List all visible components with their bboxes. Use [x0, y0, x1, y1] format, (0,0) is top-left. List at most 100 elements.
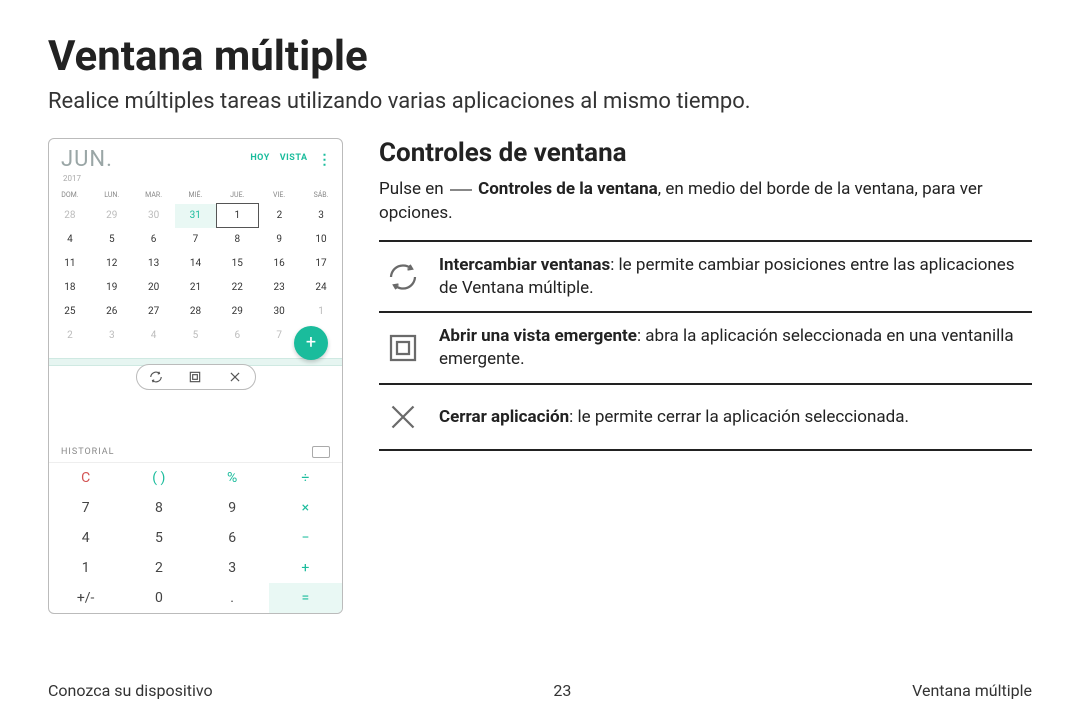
- calendar-cell[interactable]: 1: [300, 300, 342, 324]
- feature-close: Cerrar aplicación: le permite cerrar la …: [379, 385, 1032, 451]
- calendar-month: JUN.: [61, 147, 113, 172]
- calendar-day-header: MIÉ.: [175, 187, 217, 204]
- intro-pre: Pulse en: [379, 179, 448, 199]
- calendar-cell[interactable]: 8: [216, 228, 258, 252]
- feature-rest: : le permite cerrar la aplicación selecc…: [569, 407, 909, 427]
- calc-key[interactable]: 4: [49, 523, 122, 553]
- page-title: Ventana múltiple: [48, 32, 1032, 81]
- calc-key[interactable]: %: [196, 463, 269, 493]
- calc-key[interactable]: C: [49, 463, 122, 493]
- calendar-cell[interactable]: 9: [258, 228, 300, 252]
- calendar-view-link[interactable]: VISTA: [280, 153, 308, 167]
- calendar-cell[interactable]: 2: [258, 204, 300, 228]
- calendar-cell[interactable]: 24: [300, 276, 342, 300]
- calendar-cell[interactable]: 28: [175, 300, 217, 324]
- calendar-day-header: LUN.: [91, 187, 133, 204]
- calendar-cell[interactable]: 17: [300, 252, 342, 276]
- calendar-cell[interactable]: 27: [133, 300, 175, 324]
- calc-key[interactable]: 7: [49, 493, 122, 523]
- calc-key[interactable]: 5: [122, 523, 195, 553]
- calendar-day-header: JUE.: [216, 187, 258, 204]
- popup-icon: [383, 328, 423, 368]
- calendar-cell[interactable]: 12: [91, 252, 133, 276]
- calendar-cell[interactable]: 23: [258, 276, 300, 300]
- calendar-cell[interactable]: 4: [133, 324, 175, 348]
- swap-icon: [383, 257, 423, 297]
- calendar-cell[interactable]: 30: [258, 300, 300, 324]
- calc-key[interactable]: ×: [269, 493, 342, 523]
- calc-key[interactable]: 9: [196, 493, 269, 523]
- dash-icon: [450, 189, 472, 191]
- calendar-toolbar: HOY VISTA ⋮: [250, 153, 332, 167]
- calendar-cell[interactable]: 25: [49, 300, 91, 324]
- calendar-cell[interactable]: 16: [258, 252, 300, 276]
- calendar-cell[interactable]: 4: [49, 228, 91, 252]
- calc-key[interactable]: 6: [196, 523, 269, 553]
- calc-key[interactable]: +: [269, 553, 342, 583]
- calendar-cell[interactable]: 14: [175, 252, 217, 276]
- add-event-button[interactable]: +: [294, 326, 328, 360]
- calc-key[interactable]: 0: [122, 583, 195, 613]
- page-footer: Conozca su dispositivo 23 Ventana múltip…: [48, 681, 1032, 700]
- calendar-cell[interactable]: 21: [175, 276, 217, 300]
- calendar-cell[interactable]: 22: [216, 276, 258, 300]
- intro-bold: Controles de la ventana: [478, 179, 658, 199]
- calendar-cell[interactable]: 26: [91, 300, 133, 324]
- footer-page-number: 23: [553, 681, 571, 700]
- calendar-grid: DOM.LUN.MAR.MIÉ.JUE.VIE.SÁB. 28293031123…: [49, 187, 342, 348]
- calendar-cell[interactable]: 5: [175, 324, 217, 348]
- feature-swap: Intercambiar ventanas: le permite cambia…: [379, 242, 1032, 314]
- calendar-cell[interactable]: 29: [216, 300, 258, 324]
- calendar-cell[interactable]: 6: [216, 324, 258, 348]
- calc-key[interactable]: 2: [122, 553, 195, 583]
- calendar-cell[interactable]: 5: [91, 228, 133, 252]
- calendar-cell[interactable]: 31: [175, 204, 217, 228]
- calendar-cell[interactable]: 18: [49, 276, 91, 300]
- calendar-cell[interactable]: 11: [49, 252, 91, 276]
- calendar-cell[interactable]: 28: [49, 204, 91, 228]
- calendar-cell[interactable]: 29: [91, 204, 133, 228]
- calc-history-label[interactable]: HISTORIAL: [61, 447, 114, 457]
- calculator-keypad: C( )%÷ 789× 456− 123+ +/-0.=: [49, 463, 342, 613]
- backspace-icon[interactable]: [312, 446, 330, 458]
- calendar-cell[interactable]: 13: [133, 252, 175, 276]
- calc-key[interactable]: =: [269, 583, 342, 613]
- calendar-day-header: VIE.: [258, 187, 300, 204]
- calendar-cell[interactable]: 3: [300, 204, 342, 228]
- calendar-cell[interactable]: 20: [133, 276, 175, 300]
- calendar-day-header: DOM.: [49, 187, 91, 204]
- feature-popup: Abrir una vista emergente: abra la aplic…: [379, 313, 1032, 385]
- calendar-cell[interactable]: 19: [91, 276, 133, 300]
- calc-key[interactable]: ÷: [269, 463, 342, 493]
- feature-bold: Cerrar aplicación: [439, 407, 569, 427]
- close-icon[interactable]: [228, 370, 242, 384]
- calendar-cell[interactable]: 15: [216, 252, 258, 276]
- calendar-cell[interactable]: 10: [300, 228, 342, 252]
- window-controls-pill[interactable]: [136, 364, 256, 390]
- calendar-cell[interactable]: 6: [133, 228, 175, 252]
- intro-post: , en medio del borde de la ventana, para…: [379, 179, 983, 223]
- feature-bold: Abrir una vista emergente: [439, 326, 637, 346]
- phone-mockup: JUN. HOY VISTA ⋮ 2017 DOM.LUN.MAR.MIÉ.JU…: [48, 138, 343, 614]
- calc-key[interactable]: .: [196, 583, 269, 613]
- popup-icon[interactable]: [188, 370, 202, 384]
- calc-key[interactable]: ( ): [122, 463, 195, 493]
- calc-key[interactable]: +/-: [49, 583, 122, 613]
- calc-key[interactable]: 1: [49, 553, 122, 583]
- swap-icon[interactable]: [149, 370, 163, 384]
- calendar-cell[interactable]: 3: [91, 324, 133, 348]
- calc-key[interactable]: 3: [196, 553, 269, 583]
- calendar-cell[interactable]: 1: [216, 204, 258, 228]
- page-subtitle: Realice múltiples tareas utilizando vari…: [48, 89, 1032, 114]
- footer-left: Conozca su dispositivo: [48, 681, 213, 700]
- section-heading: Controles de ventana: [379, 138, 1032, 168]
- calendar-cell[interactable]: 30: [133, 204, 175, 228]
- calendar-cell[interactable]: 7: [175, 228, 217, 252]
- calc-key[interactable]: −: [269, 523, 342, 553]
- close-icon: [383, 397, 423, 437]
- calc-key[interactable]: 8: [122, 493, 195, 523]
- calendar-day-header: SÁB.: [300, 187, 342, 204]
- more-icon[interactable]: ⋮: [318, 153, 333, 167]
- calendar-today-link[interactable]: HOY: [250, 153, 269, 167]
- calendar-cell[interactable]: 2: [49, 324, 91, 348]
